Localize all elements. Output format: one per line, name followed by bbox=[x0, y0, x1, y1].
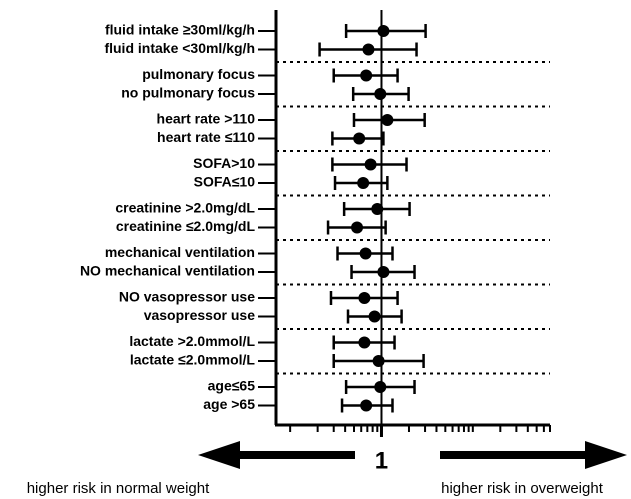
point-estimate bbox=[372, 355, 385, 367]
point-estimate bbox=[360, 69, 373, 82]
category-label: no pulmonary focus bbox=[121, 85, 255, 101]
category-label: lactate ≤2.0mmol/L bbox=[130, 352, 256, 368]
category-label: NO vasopressor use bbox=[119, 289, 255, 305]
point-estimate bbox=[371, 203, 384, 215]
point-estimate bbox=[381, 114, 394, 126]
point-estimate bbox=[357, 177, 370, 189]
point-estimate bbox=[353, 132, 366, 145]
category-label: SOFA≤10 bbox=[194, 174, 256, 190]
point-estimate bbox=[362, 43, 375, 56]
left-arrow bbox=[198, 441, 355, 469]
point-estimate bbox=[358, 336, 371, 349]
point-estimate bbox=[368, 310, 381, 323]
point-estimate bbox=[377, 25, 390, 37]
x-tick-label: 1 bbox=[375, 447, 388, 474]
category-label: mechanical ventilation bbox=[105, 244, 255, 260]
point-estimate bbox=[358, 292, 371, 304]
category-label: creatinine >2.0mg/dL bbox=[115, 200, 255, 216]
category-label: fluid intake <30ml/kg/h bbox=[104, 40, 255, 56]
right-arrow bbox=[440, 441, 627, 469]
point-estimate bbox=[351, 221, 364, 234]
category-label: age >65 bbox=[203, 396, 255, 412]
annotation: higher risk in normal weight bbox=[27, 480, 210, 497]
category-label: heart rate >110 bbox=[157, 111, 256, 127]
point-estimate bbox=[364, 158, 377, 171]
annotation: higher risk in overweight bbox=[441, 480, 604, 497]
point-estimate bbox=[359, 247, 372, 260]
category-label: creatinine ≤2.0mg/dL bbox=[116, 218, 256, 234]
point-estimate bbox=[377, 266, 390, 278]
category-label: NO mechanical ventilation bbox=[80, 263, 255, 279]
category-label: lactate >2.0mmol/L bbox=[129, 333, 255, 349]
category-label: SOFA>10 bbox=[193, 155, 255, 171]
point-estimate bbox=[360, 399, 373, 412]
point-estimate bbox=[374, 88, 387, 100]
category-label: pulmonary focus bbox=[142, 66, 255, 82]
category-label: heart rate ≤110 bbox=[157, 129, 255, 145]
point-estimate bbox=[374, 381, 387, 393]
category-label: fluid intake ≥30ml/kg/h bbox=[105, 22, 255, 38]
category-label: age≤65 bbox=[208, 378, 256, 394]
category-label: vasopressor use bbox=[144, 307, 255, 323]
